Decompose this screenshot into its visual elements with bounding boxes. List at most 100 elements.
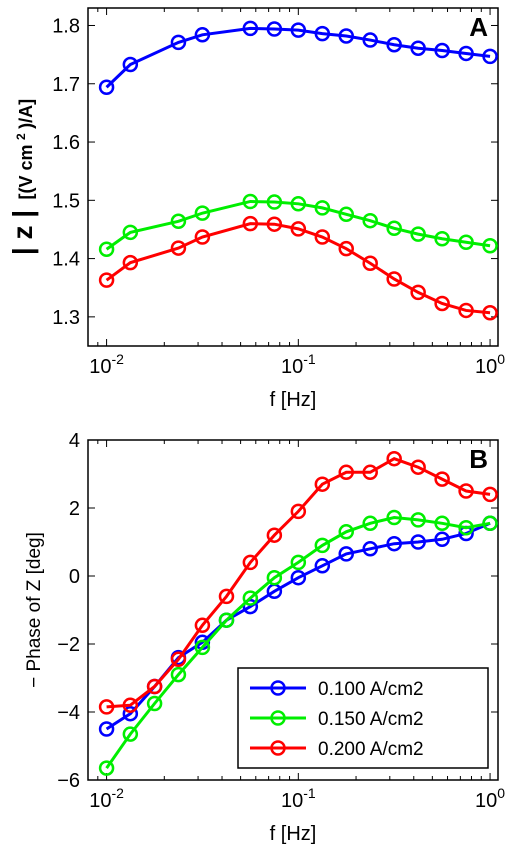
data-point [122, 726, 139, 742]
y-tick-label: 1.7 [52, 74, 80, 96]
data-point [98, 760, 115, 776]
data-point [122, 254, 139, 271]
panel-b-label: B [469, 444, 488, 474]
x-tick-label: 10-1 [281, 785, 316, 812]
data-point [314, 476, 331, 492]
y-tick-label: 2 [69, 498, 80, 520]
data-point [362, 541, 378, 557]
data-point [122, 697, 139, 713]
panel-b: 10-2 10-1 100 −6 −4 −2 0 2 4 B f [Hz] − Phase o… [24, 430, 505, 845]
y-tick-label: 4 [69, 430, 80, 452]
data-point [434, 471, 450, 487]
data-point [314, 229, 331, 245]
data-point [98, 699, 115, 715]
data-point [362, 255, 378, 271]
data-point [146, 678, 163, 695]
data-point [218, 588, 235, 605]
data-point [266, 527, 283, 543]
legend-entry-label: 0.150 A/cm2 [318, 709, 424, 730]
data-point [314, 537, 331, 554]
panel-b-legend: 0.100 A/cm2 0.150 A/cm2 0.200 A/cm2 [237, 667, 489, 769]
y-tick-label: −2 [57, 634, 80, 656]
data-point [290, 22, 307, 38]
data-point [434, 42, 450, 59]
data-point [122, 224, 139, 241]
data-point [194, 639, 211, 656]
data-point [194, 229, 211, 245]
data-point [266, 194, 283, 210]
data-point [386, 509, 402, 526]
data-point [338, 28, 354, 44]
data-point [170, 213, 187, 230]
data-point [362, 515, 378, 532]
data-point [194, 205, 211, 221]
legend-entry-label: 0.100 A/cm2 [318, 679, 424, 700]
panel-a-series [98, 20, 498, 321]
data-point [266, 216, 283, 232]
series-line-3 [105, 222, 491, 315]
data-point [410, 284, 426, 301]
data-point [338, 464, 354, 481]
x-tick-label: 100 [475, 785, 505, 812]
data-point [290, 196, 307, 212]
x-tick-label: 100 [475, 351, 505, 378]
panel-b-y-ticks: −6 −4 −2 0 2 4 [57, 430, 498, 792]
panel-a-y-axis-unit-sup: 2 [14, 133, 28, 140]
data-point [146, 695, 163, 712]
data-point [314, 558, 331, 574]
y-tick-label: 1.6 [52, 132, 80, 154]
y-tick-label: 1.5 [52, 190, 80, 212]
legend-marker [270, 710, 286, 726]
panel-a-x-ticks: 10-2 10-1 100 [87, 8, 505, 378]
data-point [410, 534, 426, 550]
panel-b-y-axis-label: − Phase of Z [deg] [24, 532, 45, 688]
x-tick-label: 10-2 [89, 785, 124, 812]
data-point [362, 212, 378, 229]
data-point [458, 483, 474, 499]
panel-b-axes-frame [87, 439, 499, 781]
data-point [434, 295, 450, 312]
data-point [434, 515, 450, 532]
data-point [386, 271, 402, 287]
data-point [170, 666, 187, 683]
data-point [386, 535, 402, 552]
panel-a: 10-2 10-1 100 1.31.41.51.61.71.8 A f [Hz] … [7, 7, 505, 411]
legend-entry-label: 0.200 A/cm2 [318, 739, 424, 760]
data-point [242, 590, 259, 606]
data-point [410, 512, 426, 528]
data-point [170, 240, 187, 256]
y-tick-label: 1.8 [52, 15, 80, 37]
panel-a-y-axis-unit-prefix: [(V cm [16, 144, 36, 199]
data-point [194, 617, 211, 634]
x-tick-label: 10-2 [89, 351, 124, 378]
x-tick-label: 10-1 [281, 351, 316, 378]
data-point [338, 546, 354, 562]
data-point [482, 238, 498, 254]
data-point [410, 40, 426, 56]
data-point [362, 464, 378, 481]
panel-a-label: A [469, 12, 488, 42]
series-line-3 [106, 457, 491, 709]
data-point [218, 612, 235, 628]
data-point [290, 503, 307, 520]
data-point [458, 45, 474, 62]
data-point [98, 721, 115, 737]
panel-a-y-axis-label: | z | [(V cm 2 )/A] [7, 99, 38, 255]
panel-a-axes-frame [87, 7, 499, 347]
y-tick-label: 0 [69, 566, 80, 588]
data-point [482, 515, 498, 532]
data-point [170, 651, 187, 668]
data-point [266, 21, 283, 37]
data-point [242, 215, 259, 232]
data-point [434, 231, 450, 247]
data-point [338, 240, 354, 257]
data-point [410, 459, 426, 475]
data-point [314, 25, 331, 42]
y-tick-label: 1.4 [52, 249, 80, 271]
y-tick-label: −4 [57, 702, 80, 724]
data-point [98, 79, 115, 96]
data-point [194, 27, 211, 43]
series-line-2 [105, 516, 491, 769]
data-point [410, 226, 426, 242]
